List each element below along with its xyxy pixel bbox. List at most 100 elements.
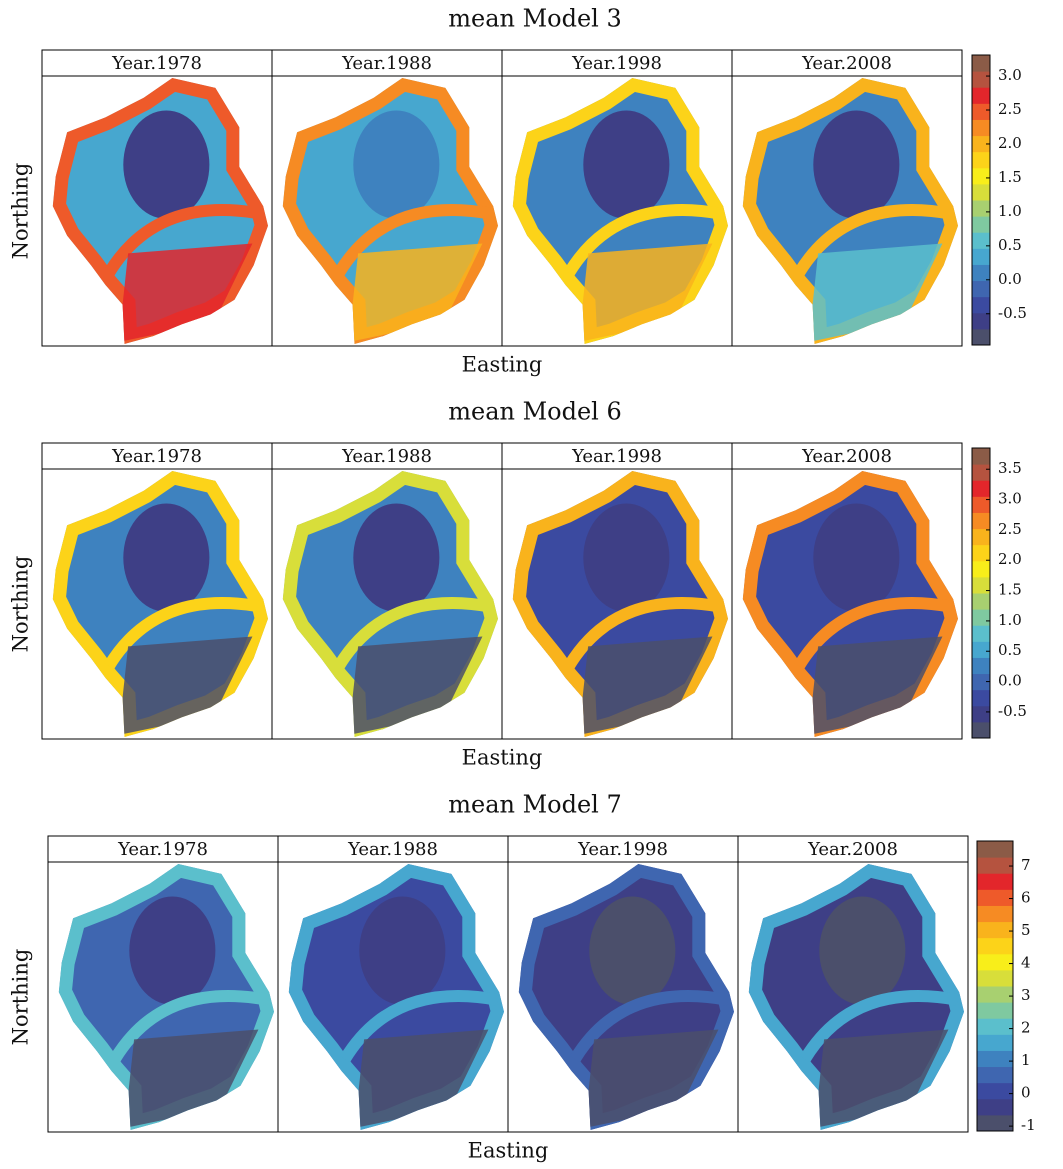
colorbar-bin [972, 625, 990, 642]
colorbar-tick-label: 0 [1021, 1084, 1031, 1102]
colorbar-bin [972, 705, 990, 723]
panel-frame [731, 442, 963, 740]
colorbar-bin [972, 312, 990, 330]
panel-strip-label: Year.1978 [111, 53, 202, 74]
colorbar-bin [977, 1050, 1013, 1068]
colorbar-tick-label: 1 [1021, 1051, 1031, 1069]
map-ridge [793, 204, 954, 277]
panel-strip-label: Year.2008 [807, 839, 898, 860]
colorbar-tick-label: -0.5 [998, 304, 1027, 322]
colorbar-bin [972, 216, 990, 233]
colorbar-bin [977, 921, 1013, 939]
map-ridge [339, 990, 500, 1063]
chart-title: mean Model 6 [448, 398, 622, 426]
map-ridge [109, 990, 270, 1063]
colorbar-bin [972, 480, 990, 497]
map-interior [129, 896, 216, 1005]
map [52, 78, 268, 344]
map [52, 471, 268, 737]
colorbar-bin [972, 200, 990, 217]
colorbar-bin [972, 689, 990, 707]
colorbar-bin [972, 576, 990, 594]
colorbar-tick-label: 3.0 [998, 66, 1022, 84]
colorbar-bin [972, 673, 990, 691]
map [512, 471, 728, 737]
colorbar-tick-label: 3.0 [998, 490, 1022, 508]
colorbar-bin [977, 937, 1013, 955]
colorbar-frame [971, 54, 991, 346]
colorbar-tick-label: 2.5 [998, 100, 1022, 118]
colorbar-bin [972, 71, 990, 88]
map [282, 471, 498, 737]
y-axis-label: Northing [9, 949, 33, 1046]
colorbar-bin [972, 183, 990, 201]
map-south [814, 1029, 949, 1128]
map-south [118, 636, 253, 735]
map [742, 78, 958, 344]
map-ridge [569, 990, 730, 1063]
colorbar-tick-label: -0.5 [998, 702, 1027, 720]
colorbar-bin [972, 609, 990, 626]
colorbar-bin [972, 119, 990, 137]
colorbar-bin [977, 1098, 1013, 1116]
colorbar-bin [977, 953, 1013, 971]
colorbar-bin [972, 55, 990, 72]
colorbar-bin [972, 641, 990, 658]
chart-title: mean Model 7 [448, 791, 622, 819]
map-interior [353, 503, 440, 612]
colorbar-bin [977, 1114, 1013, 1132]
colorbar-bin [977, 1066, 1013, 1084]
colorbar-bin [972, 248, 990, 265]
colorbar-bin [972, 593, 990, 610]
panel-strip-label: Year.1998 [571, 446, 662, 467]
map-south [578, 243, 713, 342]
colorbar-frame [971, 447, 991, 739]
map-ridge [563, 597, 724, 670]
map-ridge [799, 990, 960, 1063]
map [748, 864, 964, 1130]
map-interior [359, 896, 446, 1005]
panel-strip-label: Year.1978 [111, 446, 202, 467]
map-interior [813, 503, 900, 612]
map-interior [819, 896, 906, 1005]
colorbar-bin [972, 721, 990, 739]
colorbar-bin [972, 328, 990, 346]
colorbar-bin [972, 135, 990, 153]
colorbar-tick-label: 2 [1021, 1019, 1031, 1037]
colorbar-tick-label: 0.5 [998, 641, 1022, 659]
colorbar-bin [972, 512, 990, 530]
panel-strip-label: Year.1988 [341, 53, 432, 74]
colorbar-tick-label: 7 [1021, 856, 1031, 874]
colorbar-tick-label: 2.5 [998, 520, 1022, 538]
colorbar-bin [977, 1034, 1013, 1051]
colorbar-bin [972, 103, 990, 120]
map-edge [282, 78, 498, 344]
colorbar-tick-label: 1.0 [998, 202, 1022, 220]
colorbar-tick-label: 1.5 [998, 168, 1022, 186]
colorbar-tick-label: -1 [1021, 1116, 1036, 1134]
colorbar-bin [972, 560, 990, 578]
map-edge [512, 78, 728, 344]
map-south [808, 243, 943, 342]
colorbar-bin [972, 232, 990, 249]
colorbar-bin [972, 448, 990, 465]
map-ridge [333, 204, 494, 277]
map [512, 78, 728, 344]
colorbar-bin [977, 1018, 1013, 1035]
panel-strip-label: Year.1988 [347, 839, 438, 860]
colorbar-bin [972, 87, 990, 104]
y-axis-label: Northing [9, 163, 33, 260]
colorbar-tick-label: 3.5 [998, 459, 1022, 477]
colorbar-tick-label: 0.5 [998, 236, 1022, 254]
map-ridge [103, 597, 264, 670]
colorbar-bin [977, 873, 1013, 890]
panel-strip-label: Year.1978 [117, 839, 208, 860]
colorbar-frame [976, 840, 1014, 1132]
colorbar-bin [977, 969, 1013, 987]
colorbar-bin [972, 528, 990, 546]
colorbar-tick-label: 0.0 [998, 672, 1022, 690]
map [58, 864, 274, 1130]
map-interior [123, 503, 210, 612]
x-axis-label: Easting [462, 746, 543, 770]
